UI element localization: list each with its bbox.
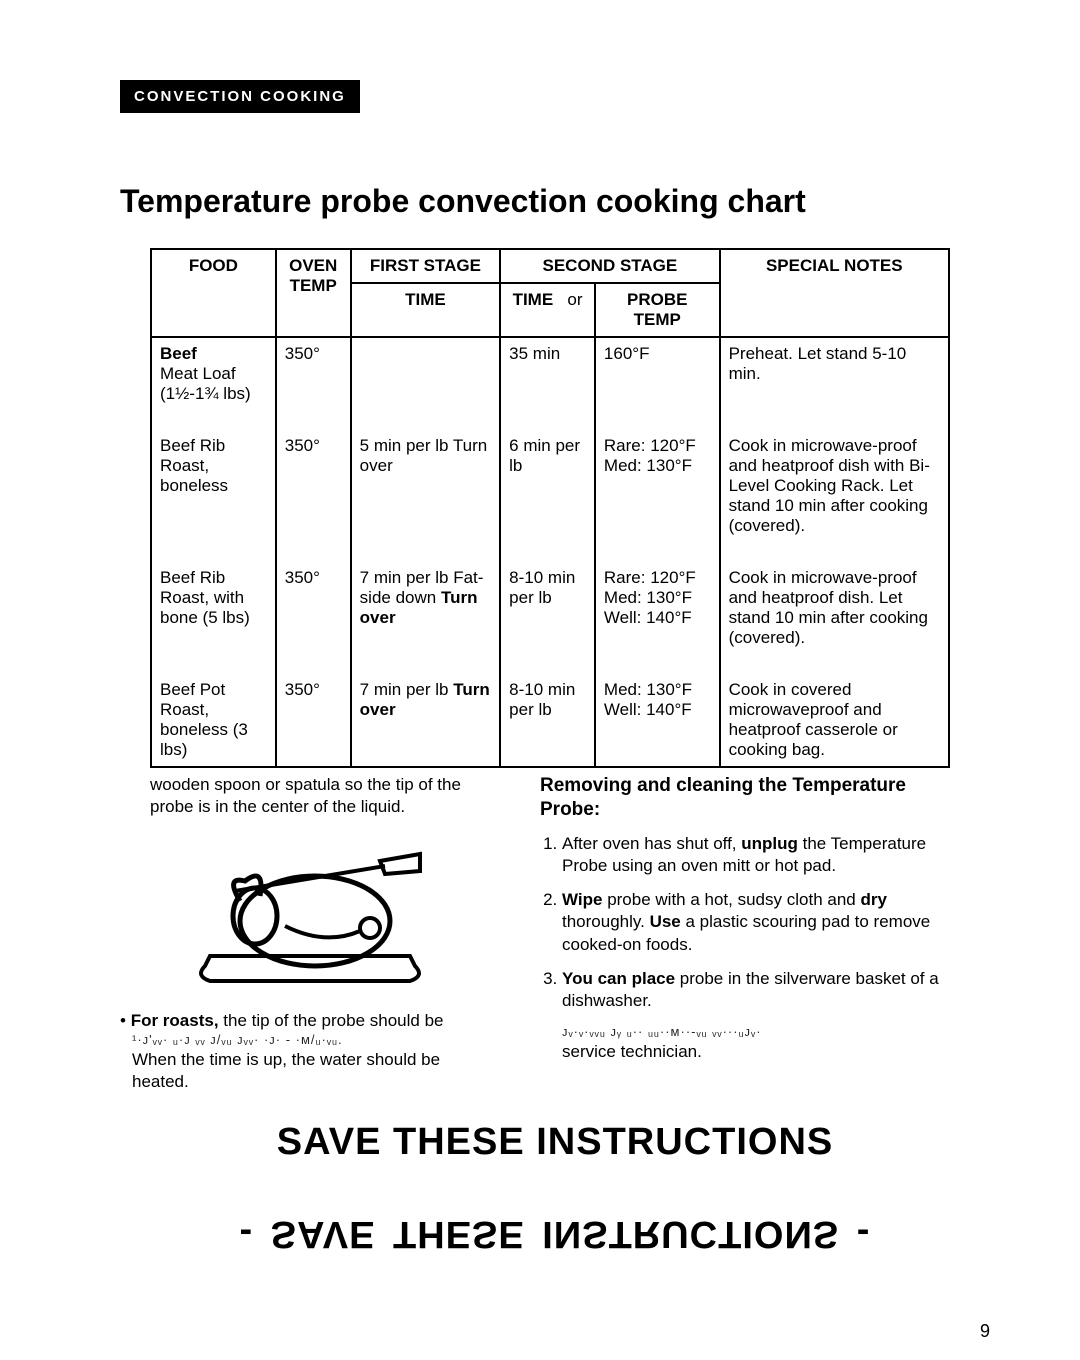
th-first-time: TIME	[351, 283, 500, 337]
cell-notes: Cook in microwave-proof and heatproof di…	[720, 410, 949, 542]
cell-notes: Preheat. Let stand 5-10 min.	[720, 337, 949, 410]
cell-oven: 350°	[276, 542, 351, 654]
save-instructions-mirrored: SAVE THESE INSTRUCTIONS	[120, 1212, 990, 1255]
cell-probe: 160°F	[595, 337, 720, 410]
cell-probe: Rare: 120°F Med: 130°F	[595, 410, 720, 542]
cooking-chart-table: FOOD OVEN TEMP FIRST STAGE SECOND STAGE …	[150, 248, 950, 768]
cell-food: Beef Pot Roast, boneless (3 lbs)	[151, 654, 276, 767]
cell-time: 8-10 min per lb	[500, 654, 595, 767]
cell-time: 6 min per lb	[500, 410, 595, 542]
save-instructions-banner: SAVE THESE INSTRUCTIONS	[120, 1121, 990, 1164]
th-notes: SPECIAL NOTES	[720, 249, 949, 337]
food-name: Beef Rib Roast, with bone (5 lbs)	[160, 568, 250, 627]
cell-probe: Med: 130°F Well: 140°F	[595, 654, 720, 767]
th-second: SECOND STAGE	[500, 249, 719, 283]
cell-oven: 350°	[276, 337, 351, 410]
cell-oven: 350°	[276, 654, 351, 767]
th-or: or	[567, 290, 582, 309]
cell-time: 35 min	[500, 337, 595, 410]
cell-oven: 350°	[276, 410, 351, 542]
chicken-illustration	[185, 836, 435, 996]
water-heated-text: When the time is up, the water should be…	[132, 1049, 500, 1093]
cell-food: Beef Rib Roast, with bone (5 lbs)	[151, 542, 276, 654]
th-time-label: TIME	[513, 290, 554, 309]
th-first: FIRST STAGE	[351, 249, 500, 283]
step-2: Wipe probe with a hot, sudsy cloth and d…	[562, 889, 970, 955]
cell-notes: Cook in microwave-proof and heatproof di…	[720, 542, 949, 654]
cleaning-steps: After oven has shut off, unplug the Temp…	[540, 833, 970, 1012]
probe-liquid-text: wooden spoon or spatula so the tip of th…	[150, 774, 500, 818]
step-3: You can place probe in the silverware ba…	[562, 968, 970, 1012]
th-probe: PROBE TEMP	[595, 283, 720, 337]
cell-notes: Cook in covered microwaveproof and heatp…	[720, 654, 949, 767]
th-oven: OVEN TEMP	[276, 249, 351, 337]
food-name: Beef Rib Roast, boneless	[160, 436, 228, 495]
th-time: TIME or	[500, 283, 595, 337]
glitch-text-right: ᴊᵥ·ᵥ·ᵥᵥᵤ ᴊᵧ ᵤ·· ᵤᵤ··ᴍ··-ᵥᵤ ᵥᵥ···ᵤᴊᵥ·	[562, 1024, 970, 1041]
cell-probe: Rare: 120°F Med: 130°F Well: 140°F	[595, 542, 720, 654]
page-title: Temperature probe convection cooking cha…	[120, 183, 990, 220]
cell-first: 7 min per lb Turn over	[351, 654, 500, 767]
th-food: FOOD	[151, 249, 276, 337]
cell-food: Beef Rib Roast, boneless	[151, 410, 276, 542]
glitch-text: ¹·ᴊ'ᵥᵥ· ᵤ·ᴊ ᵥᵥ ᴊ/ᵥᵤ ᴊᵥᵥ· ·ᴊ· - ·ᴍ/ᵤ·ᵥᵤ.	[132, 1032, 500, 1049]
cell-first: 7 min per lb Fat-side down Turn over	[351, 542, 500, 654]
cleaning-heading: Removing and cleaning the Temperature Pr…	[540, 774, 970, 823]
cell-first	[351, 337, 500, 410]
cell-food: Beef Meat Loaf (1½-1¾ lbs)	[151, 337, 276, 410]
section-tab: CONVECTION COOKING	[120, 80, 360, 113]
service-tech: service technician.	[562, 1041, 970, 1063]
cell-time: 8-10 min per lb	[500, 542, 595, 654]
step-1: After oven has shut off, unplug the Temp…	[562, 833, 970, 877]
roast-bullet: • For roasts, the tip of the probe shoul…	[120, 1010, 500, 1032]
cell-first: 5 min per lb Turn over	[351, 410, 500, 542]
food-heading: Beef	[160, 344, 197, 363]
food-name: Meat Loaf (1½-1¾ lbs)	[160, 364, 251, 403]
page-number: 9	[980, 1321, 990, 1342]
food-name: Beef Pot Roast, boneless (3 lbs)	[160, 680, 248, 759]
